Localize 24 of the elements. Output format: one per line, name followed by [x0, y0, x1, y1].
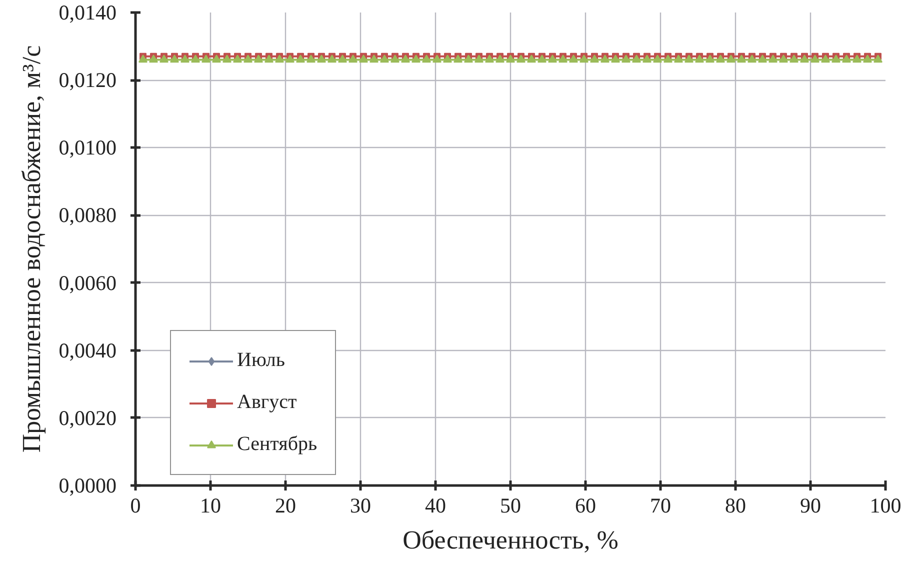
x-tick-label: 40: [425, 494, 446, 518]
y-tick-label: 0,0000: [58, 474, 116, 498]
y-tick-label: 0,0140: [58, 0, 116, 24]
x-tick-label: 70: [650, 494, 671, 518]
y-tick-label: 0,0040: [58, 338, 116, 362]
y-tick-label: 0,0020: [58, 406, 116, 430]
y-tick-label: 0,0060: [58, 270, 116, 295]
y-tick-label: 0,0100: [58, 136, 116, 160]
x-tick-label: 60: [575, 494, 596, 518]
x-axis-title: Обеспеченность, %: [402, 526, 618, 554]
x-tick-label: 80: [725, 494, 746, 518]
x-tick-label: 100: [870, 494, 902, 518]
x-tick-label: 90: [800, 494, 821, 518]
x-tick-label: 30: [350, 494, 371, 518]
x-tick-label: 20: [275, 494, 296, 518]
y-tick-label: 0,0120: [58, 68, 116, 92]
y-tick-label: 0,0080: [58, 203, 116, 228]
x-tick-label: 10: [200, 494, 221, 518]
legend-label: Август: [237, 391, 297, 414]
legend-label: Сентябрь: [237, 433, 318, 456]
x-tick-label: 50: [500, 494, 521, 518]
x-tick-label: 0: [130, 494, 141, 518]
legend-label: Июль: [237, 349, 285, 372]
y-axis-title: Промышленное водоснабжение, м³/с: [16, 45, 46, 453]
